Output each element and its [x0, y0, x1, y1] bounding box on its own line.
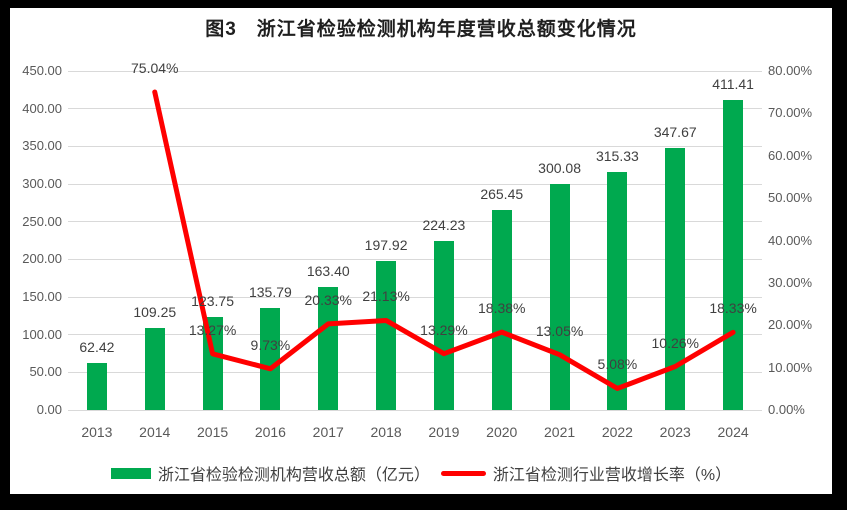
- bar-value-label: 347.67: [653, 124, 697, 141]
- line-value-label: 10.26%: [651, 334, 699, 351]
- gridline: [68, 221, 762, 223]
- y-axis-tick-right: 70.00%: [768, 105, 813, 121]
- y-axis-tick-right: 30.00%: [768, 274, 813, 290]
- line-value-label: 13.27%: [188, 321, 237, 338]
- bar-2018: [376, 260, 397, 410]
- gridline: [68, 258, 762, 260]
- bar-2023: [665, 148, 686, 410]
- legend: 浙江省检验检测机构营收总额（亿元） 浙江省检测行业营收增长率（%）: [10, 461, 832, 485]
- bar-2016: [260, 307, 281, 410]
- line-value-label: 75.04%: [131, 60, 179, 77]
- y-axis-tick-left: 0.00: [36, 402, 62, 417]
- bar-value-label: 265.45: [480, 186, 524, 203]
- x-axis-tick: 2015: [197, 424, 229, 440]
- y-axis-tick-left: 400.00: [22, 100, 62, 116]
- y-axis-tick-right: 0.00%: [768, 402, 805, 417]
- x-axis-tick: 2017: [312, 424, 344, 440]
- x-axis-tick: 2022: [601, 424, 633, 440]
- x-axis-tick: 2020: [486, 424, 518, 440]
- gridline: [68, 296, 762, 298]
- bar-2017: [318, 286, 339, 410]
- x-axis-tick: 2013: [81, 424, 113, 440]
- x-axis-tick: 2018: [370, 424, 402, 440]
- bar-value-label: 300.08: [538, 159, 581, 176]
- line-value-label: 21.13%: [362, 288, 410, 305]
- legend-bar-label: 浙江省检验检测机构营收总额（亿元）: [157, 467, 430, 484]
- y-axis-tick-left: 200.00: [22, 251, 62, 267]
- x-axis-tick: 2016: [254, 424, 286, 440]
- line-value-label: 18.33%: [709, 300, 757, 317]
- y-axis-tick-left: 150.00: [22, 289, 62, 304]
- line-value-label: 18.38%: [478, 300, 526, 317]
- bar-value-label: 197.92: [364, 236, 408, 253]
- line-value-label: 13.05%: [535, 322, 584, 339]
- bar-value-label: 315.33: [595, 148, 639, 165]
- bar-2013: [86, 362, 107, 410]
- line-value-label: 13.29%: [420, 321, 468, 338]
- growth-line-path: [152, 89, 736, 391]
- legend-line-swatch-icon: [440, 470, 486, 476]
- y-axis-tick-left: 50.00: [29, 364, 62, 380]
- y-axis-tick-right: 10.00%: [768, 359, 813, 375]
- line-value-label: 9.73%: [250, 336, 291, 353]
- legend-line-label: 浙江省检测行业营收增长率（%）: [492, 467, 732, 484]
- x-axis-tick: 2024: [717, 424, 749, 440]
- x-axis-tick: 2023: [659, 424, 691, 440]
- bar-2022: [607, 172, 628, 410]
- y-axis-tick-right: 20.00%: [768, 317, 813, 333]
- x-axis-tick: 2014: [139, 424, 171, 440]
- y-axis-tick-right: 80.00%: [768, 63, 813, 78]
- y-axis-tick-left: 100.00: [22, 326, 62, 342]
- y-axis-tick-left: 250.00: [22, 213, 62, 229]
- y-axis-tick-left: 450.00: [22, 63, 62, 78]
- bar-value-label: 109.25: [133, 303, 177, 320]
- bar-value-label: 135.79: [248, 283, 292, 300]
- y-axis-tick-left: 350.00: [22, 138, 62, 154]
- bar-value-label: 411.41: [712, 76, 754, 93]
- line-value-label: 20.33%: [304, 291, 352, 308]
- y-axis-tick-left: 300.00: [22, 176, 62, 191]
- y-axis-tick-right: 50.00%: [768, 190, 813, 206]
- gridline: [68, 183, 762, 185]
- chart-panel: [10, 8, 832, 494]
- legend-bar-swatch-icon: [110, 467, 151, 479]
- y-axis-tick-right: 40.00%: [768, 232, 813, 248]
- bar-2014: [144, 327, 165, 410]
- bar-value-label: 163.40: [306, 262, 350, 279]
- gridline: [68, 70, 762, 72]
- x-axis-tick: 2021: [544, 424, 576, 440]
- gridline: [68, 371, 762, 373]
- gridline: [68, 409, 762, 411]
- line-value-label: 5.08%: [597, 356, 638, 373]
- bar-value-label: 62.42: [79, 338, 115, 355]
- bar-2019: [433, 241, 454, 410]
- gridline: [68, 108, 762, 110]
- y-axis-tick-right: 60.00%: [768, 147, 813, 163]
- chart-title: 图3 浙江省检验检测机构年度营收总额变化情况: [205, 19, 637, 40]
- bar-value-label: 123.75: [191, 292, 234, 309]
- bar-value-label: 224.23: [422, 217, 466, 234]
- x-axis-tick: 2019: [428, 424, 460, 440]
- gridline: [68, 145, 762, 147]
- bar-2020: [491, 210, 512, 410]
